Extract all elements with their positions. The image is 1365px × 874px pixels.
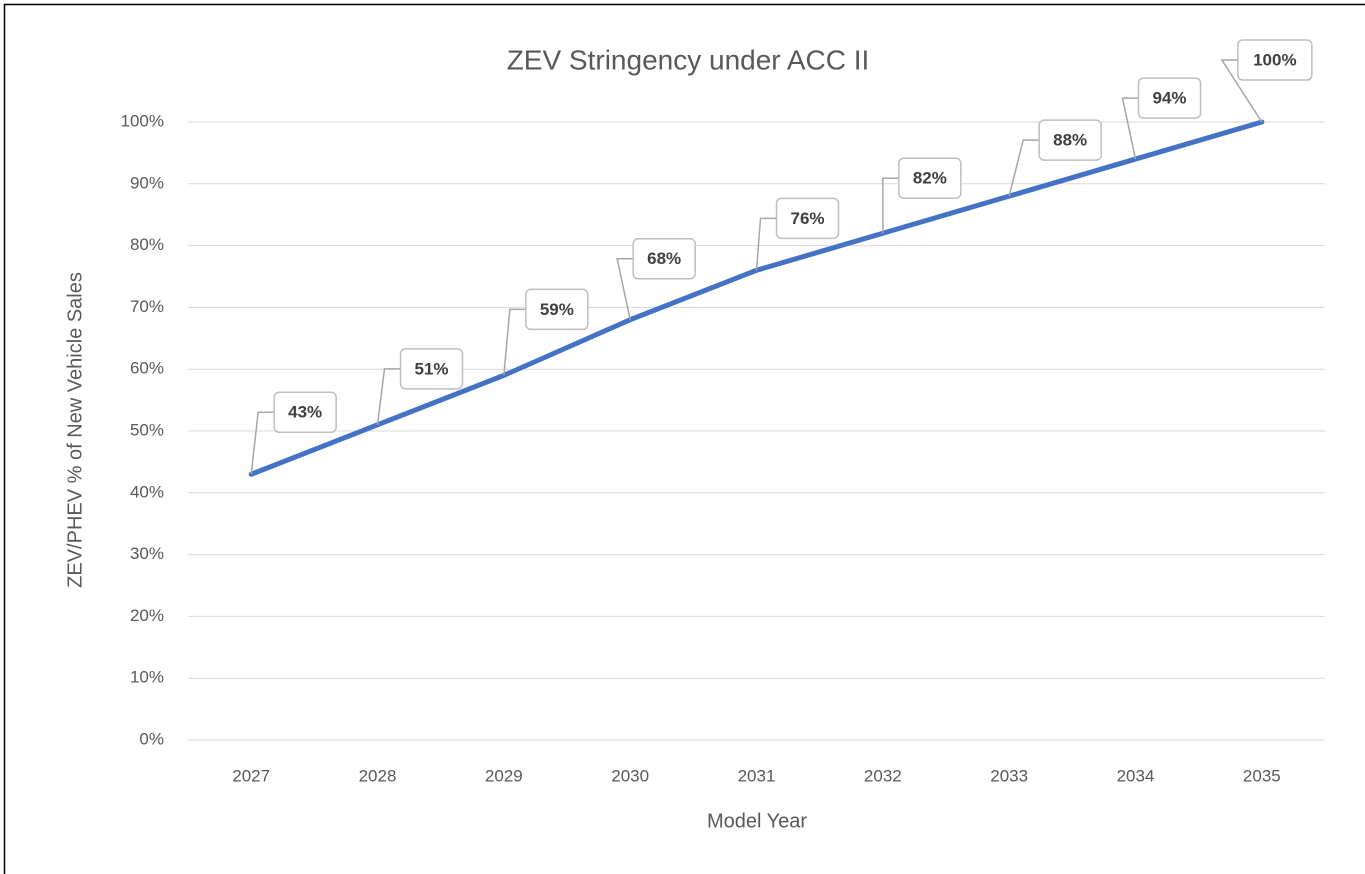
data-label: 88% xyxy=(1053,131,1087,150)
label-box xyxy=(399,348,464,390)
x-tick-label: 2027 xyxy=(232,766,270,785)
y-tick-label: 40% xyxy=(130,482,164,501)
x-tick-label: 2031 xyxy=(738,766,776,785)
label-box xyxy=(273,391,337,434)
leader-line xyxy=(376,368,401,425)
x-tick-label: 2035 xyxy=(1243,766,1281,785)
line xyxy=(248,119,1265,477)
leader-line xyxy=(1121,97,1139,160)
y-tick-label: 90% xyxy=(130,173,164,192)
data-label: 100% xyxy=(1253,50,1296,69)
label-box xyxy=(775,197,840,240)
data-label: 94% xyxy=(1152,89,1186,108)
x-tick-label: 2029 xyxy=(485,766,523,785)
y-tick-label: 0% xyxy=(139,729,164,748)
leader-line xyxy=(755,217,777,271)
data-label: 51% xyxy=(414,359,448,378)
data-label: 59% xyxy=(540,300,574,319)
x-tick-label: 2033 xyxy=(990,766,1028,785)
chart-title: ZEV Stringency under ACC II xyxy=(507,44,870,75)
y-tick-label: 100% xyxy=(121,111,164,130)
label-box xyxy=(1237,39,1313,81)
y-tick-label: 70% xyxy=(130,297,164,316)
y-tick-label: 80% xyxy=(130,235,164,254)
leader-line xyxy=(616,258,634,320)
leader-line xyxy=(1220,59,1263,123)
x-tick-label: 2028 xyxy=(359,766,397,785)
label-box xyxy=(525,288,589,331)
label-box xyxy=(1137,77,1202,119)
data-label: 82% xyxy=(913,169,947,188)
y-tick-label: 60% xyxy=(130,359,164,378)
leader-line xyxy=(882,177,899,234)
data-label: 68% xyxy=(647,249,681,268)
x-tick-label: 2030 xyxy=(611,766,649,785)
leader-line xyxy=(1008,139,1040,197)
leader-line xyxy=(250,411,275,475)
y-tick-label: 10% xyxy=(130,668,164,687)
frame xyxy=(3,3,1365,874)
y-tick-label: 30% xyxy=(130,544,164,563)
x-axis-title: Model Year xyxy=(707,810,807,832)
data-label: 76% xyxy=(790,209,824,228)
x-tick-label: 2032 xyxy=(864,766,902,785)
x-tick-label: 2034 xyxy=(1117,766,1155,785)
y-tick-label: 20% xyxy=(130,606,164,625)
label-box xyxy=(1038,119,1102,161)
y-tick-label: 50% xyxy=(130,420,164,439)
y-axis-title: ZEV/PHEV % of New Vehicle Sales xyxy=(64,272,86,588)
data-label: 43% xyxy=(288,403,322,422)
label-box xyxy=(898,157,962,199)
label-box xyxy=(632,238,696,280)
leader-line xyxy=(503,308,526,376)
